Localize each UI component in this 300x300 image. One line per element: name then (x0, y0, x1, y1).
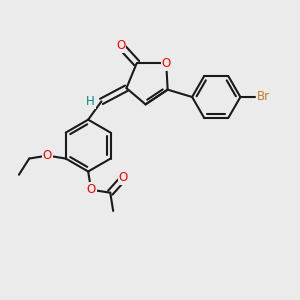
Text: O: O (116, 39, 125, 52)
Text: Br: Br (257, 91, 270, 103)
Text: O: O (119, 172, 128, 184)
Text: O: O (162, 57, 171, 70)
Text: H: H (86, 95, 95, 108)
Text: O: O (43, 149, 52, 162)
Text: O: O (86, 183, 96, 196)
